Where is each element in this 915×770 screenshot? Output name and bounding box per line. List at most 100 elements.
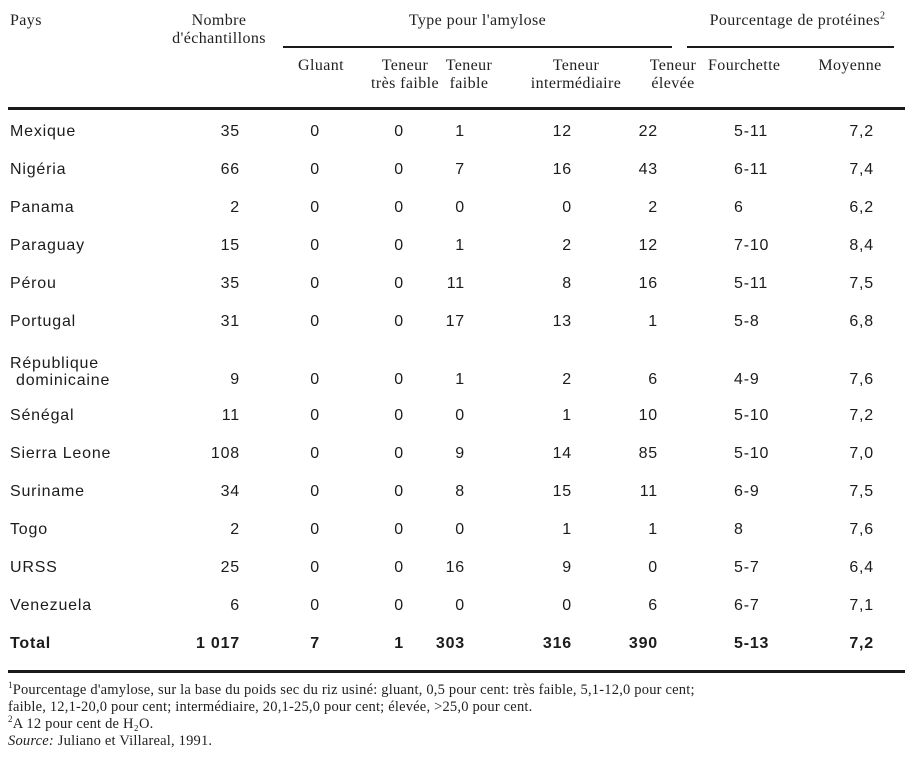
value-cell: 5-11 — [734, 123, 769, 140]
source-label: Source: — [8, 733, 54, 749]
table-row: Venezuela 6 0 0 0 0 6 6-7 7,1 — [8, 587, 908, 625]
value-cell: 108 — [210, 445, 240, 462]
source-text: Juliano et Villareal, 1991. — [53, 733, 213, 749]
value-cell: 0 — [394, 371, 404, 388]
subheader-intermediaire-line2: intermédiaire — [530, 75, 622, 92]
value-cell: 2 — [230, 199, 240, 216]
value-cell: 31 — [220, 313, 240, 330]
value-cell: 7,6 — [849, 371, 874, 388]
footnote-1-line2: faible, 12,1-20,0 pour cent; intermédiai… — [8, 699, 533, 715]
value-cell: 11 — [446, 275, 465, 292]
value-cell: 0 — [394, 559, 404, 576]
value-cell: 13 — [552, 313, 572, 330]
country-cell: URSS — [10, 559, 58, 576]
value-cell: 7,5 — [849, 483, 874, 500]
rule-proteins-group — [687, 46, 894, 48]
value-cell: 2 — [562, 371, 572, 388]
value-cell: 0 — [394, 275, 404, 292]
value-cell: 66 — [220, 161, 240, 178]
footnote-2: 2A 12 pour cent de H₂O. — [8, 715, 908, 733]
subheader-fourchette: Fourchette — [708, 57, 781, 74]
value-cell: 7,5 — [849, 275, 874, 292]
value-cell: 16 — [445, 559, 465, 576]
value-cell: 43 — [638, 161, 658, 178]
country-cell: Nigéria — [10, 161, 67, 178]
value-cell: 1 — [562, 521, 572, 538]
subheader-elevee-line2: élevée — [651, 75, 695, 92]
table-row: Panama 2 0 0 0 0 2 6 6,2 — [8, 189, 908, 227]
value-cell: 6 — [734, 199, 744, 216]
value-cell: 14 — [552, 445, 572, 462]
subheader-intermediaire-line1: Teneur — [552, 57, 600, 74]
value-cell: 0 — [394, 161, 404, 178]
value-cell: 1 — [455, 237, 465, 254]
value-cell: 2 — [230, 521, 240, 538]
value-cell: 17 — [445, 313, 465, 330]
value-cell: 7 — [310, 635, 320, 652]
value-cell: 1 017 — [195, 635, 240, 652]
rule-header-bottom — [8, 107, 905, 110]
proteins-footnote-mark: 2 — [880, 10, 886, 22]
value-cell: 7,4 — [849, 161, 874, 178]
value-cell: 0 — [455, 407, 465, 424]
value-cell: 0 — [394, 123, 404, 140]
subheader-tres-faible-line1: Teneur — [381, 57, 429, 74]
value-cell: 6,2 — [849, 199, 874, 216]
group-header-amylose: Type pour l'amylose — [408, 12, 547, 29]
value-cell: 1 — [455, 371, 465, 388]
table-row: URSS 25 0 0 16 9 0 5-7 6,4 — [8, 549, 908, 587]
country-cell: Sierra Leone — [10, 445, 112, 462]
value-cell: 12 — [638, 237, 658, 254]
value-cell: 1 — [648, 521, 658, 538]
footnote-1-mark: 1 — [8, 680, 13, 691]
country-table: Mexique 35 0 0 1 12 22 5-11 7,2 Nigéria 66 0 0 7 16 43 6… — [8, 113, 908, 663]
country-cell: Togo — [10, 521, 48, 538]
subheader-faible: Teneur faible — [437, 57, 501, 93]
value-cell: 0 — [394, 237, 404, 254]
value-cell: 8 — [455, 483, 465, 500]
country-cell: Suriname — [10, 483, 85, 500]
value-cell: 0 — [648, 559, 658, 576]
value-cell: 10 — [638, 407, 658, 424]
value-cell: 1 — [394, 635, 404, 652]
value-cell: 6-9 — [734, 483, 760, 500]
table-row: Suriname 34 0 0 8 15 11 6-9 7,5 — [8, 473, 908, 511]
rule-table-bottom — [8, 670, 905, 673]
value-cell: 5-7 — [734, 559, 760, 576]
value-cell: 8 — [562, 275, 572, 292]
value-cell: 6,4 — [849, 559, 874, 576]
value-cell: 0 — [455, 199, 465, 216]
value-cell: 0 — [394, 597, 404, 614]
subheader-faible-line2: faible — [449, 75, 489, 92]
value-cell: 6 — [648, 597, 658, 614]
value-cell: 5-11 — [734, 275, 769, 292]
source-line: Source: Juliano et Villareal, 1991. — [8, 733, 908, 750]
value-cell: 390 — [628, 635, 658, 652]
footnote-1-text-line1: Pourcentage d'amylose, sur la base du po… — [12, 682, 695, 698]
value-cell: 16 — [552, 161, 572, 178]
subheader-intermediaire: Teneur intermédiaire — [513, 57, 639, 93]
value-cell: 0 — [310, 199, 320, 216]
table-row: Sénégal 11 0 0 0 1 10 5-10 7,2 — [8, 397, 908, 435]
column-header-nombre: Nombre d'échantillons — [163, 12, 275, 48]
value-cell: 1 — [562, 407, 572, 424]
value-cell: 8 — [734, 521, 744, 538]
value-cell: 7,2 — [849, 635, 874, 652]
value-cell: 25 — [220, 559, 240, 576]
table-row: Mexique 35 0 0 1 12 22 5-11 7,2 — [8, 113, 908, 151]
value-cell: 6 — [230, 597, 240, 614]
subheader-faible-line1: Teneur — [445, 57, 493, 74]
value-cell: 0 — [455, 597, 465, 614]
value-cell: 0 — [394, 407, 404, 424]
table-row: République dominicaine 9 0 0 1 2 6 4-9 7,6 — [8, 341, 908, 397]
value-cell: 0 — [394, 199, 404, 216]
country-cell: Paraguay — [10, 237, 85, 254]
value-cell: 5-10 — [734, 407, 770, 424]
value-cell: 0 — [562, 597, 572, 614]
table-row: Togo 2 0 0 0 1 1 8 7,6 — [8, 511, 908, 549]
value-cell: 16 — [638, 275, 658, 292]
value-cell: 6-11 — [734, 161, 769, 178]
value-cell: 11 — [221, 407, 240, 424]
footnote-2-text: A 12 pour cent de H₂O. — [12, 716, 154, 732]
